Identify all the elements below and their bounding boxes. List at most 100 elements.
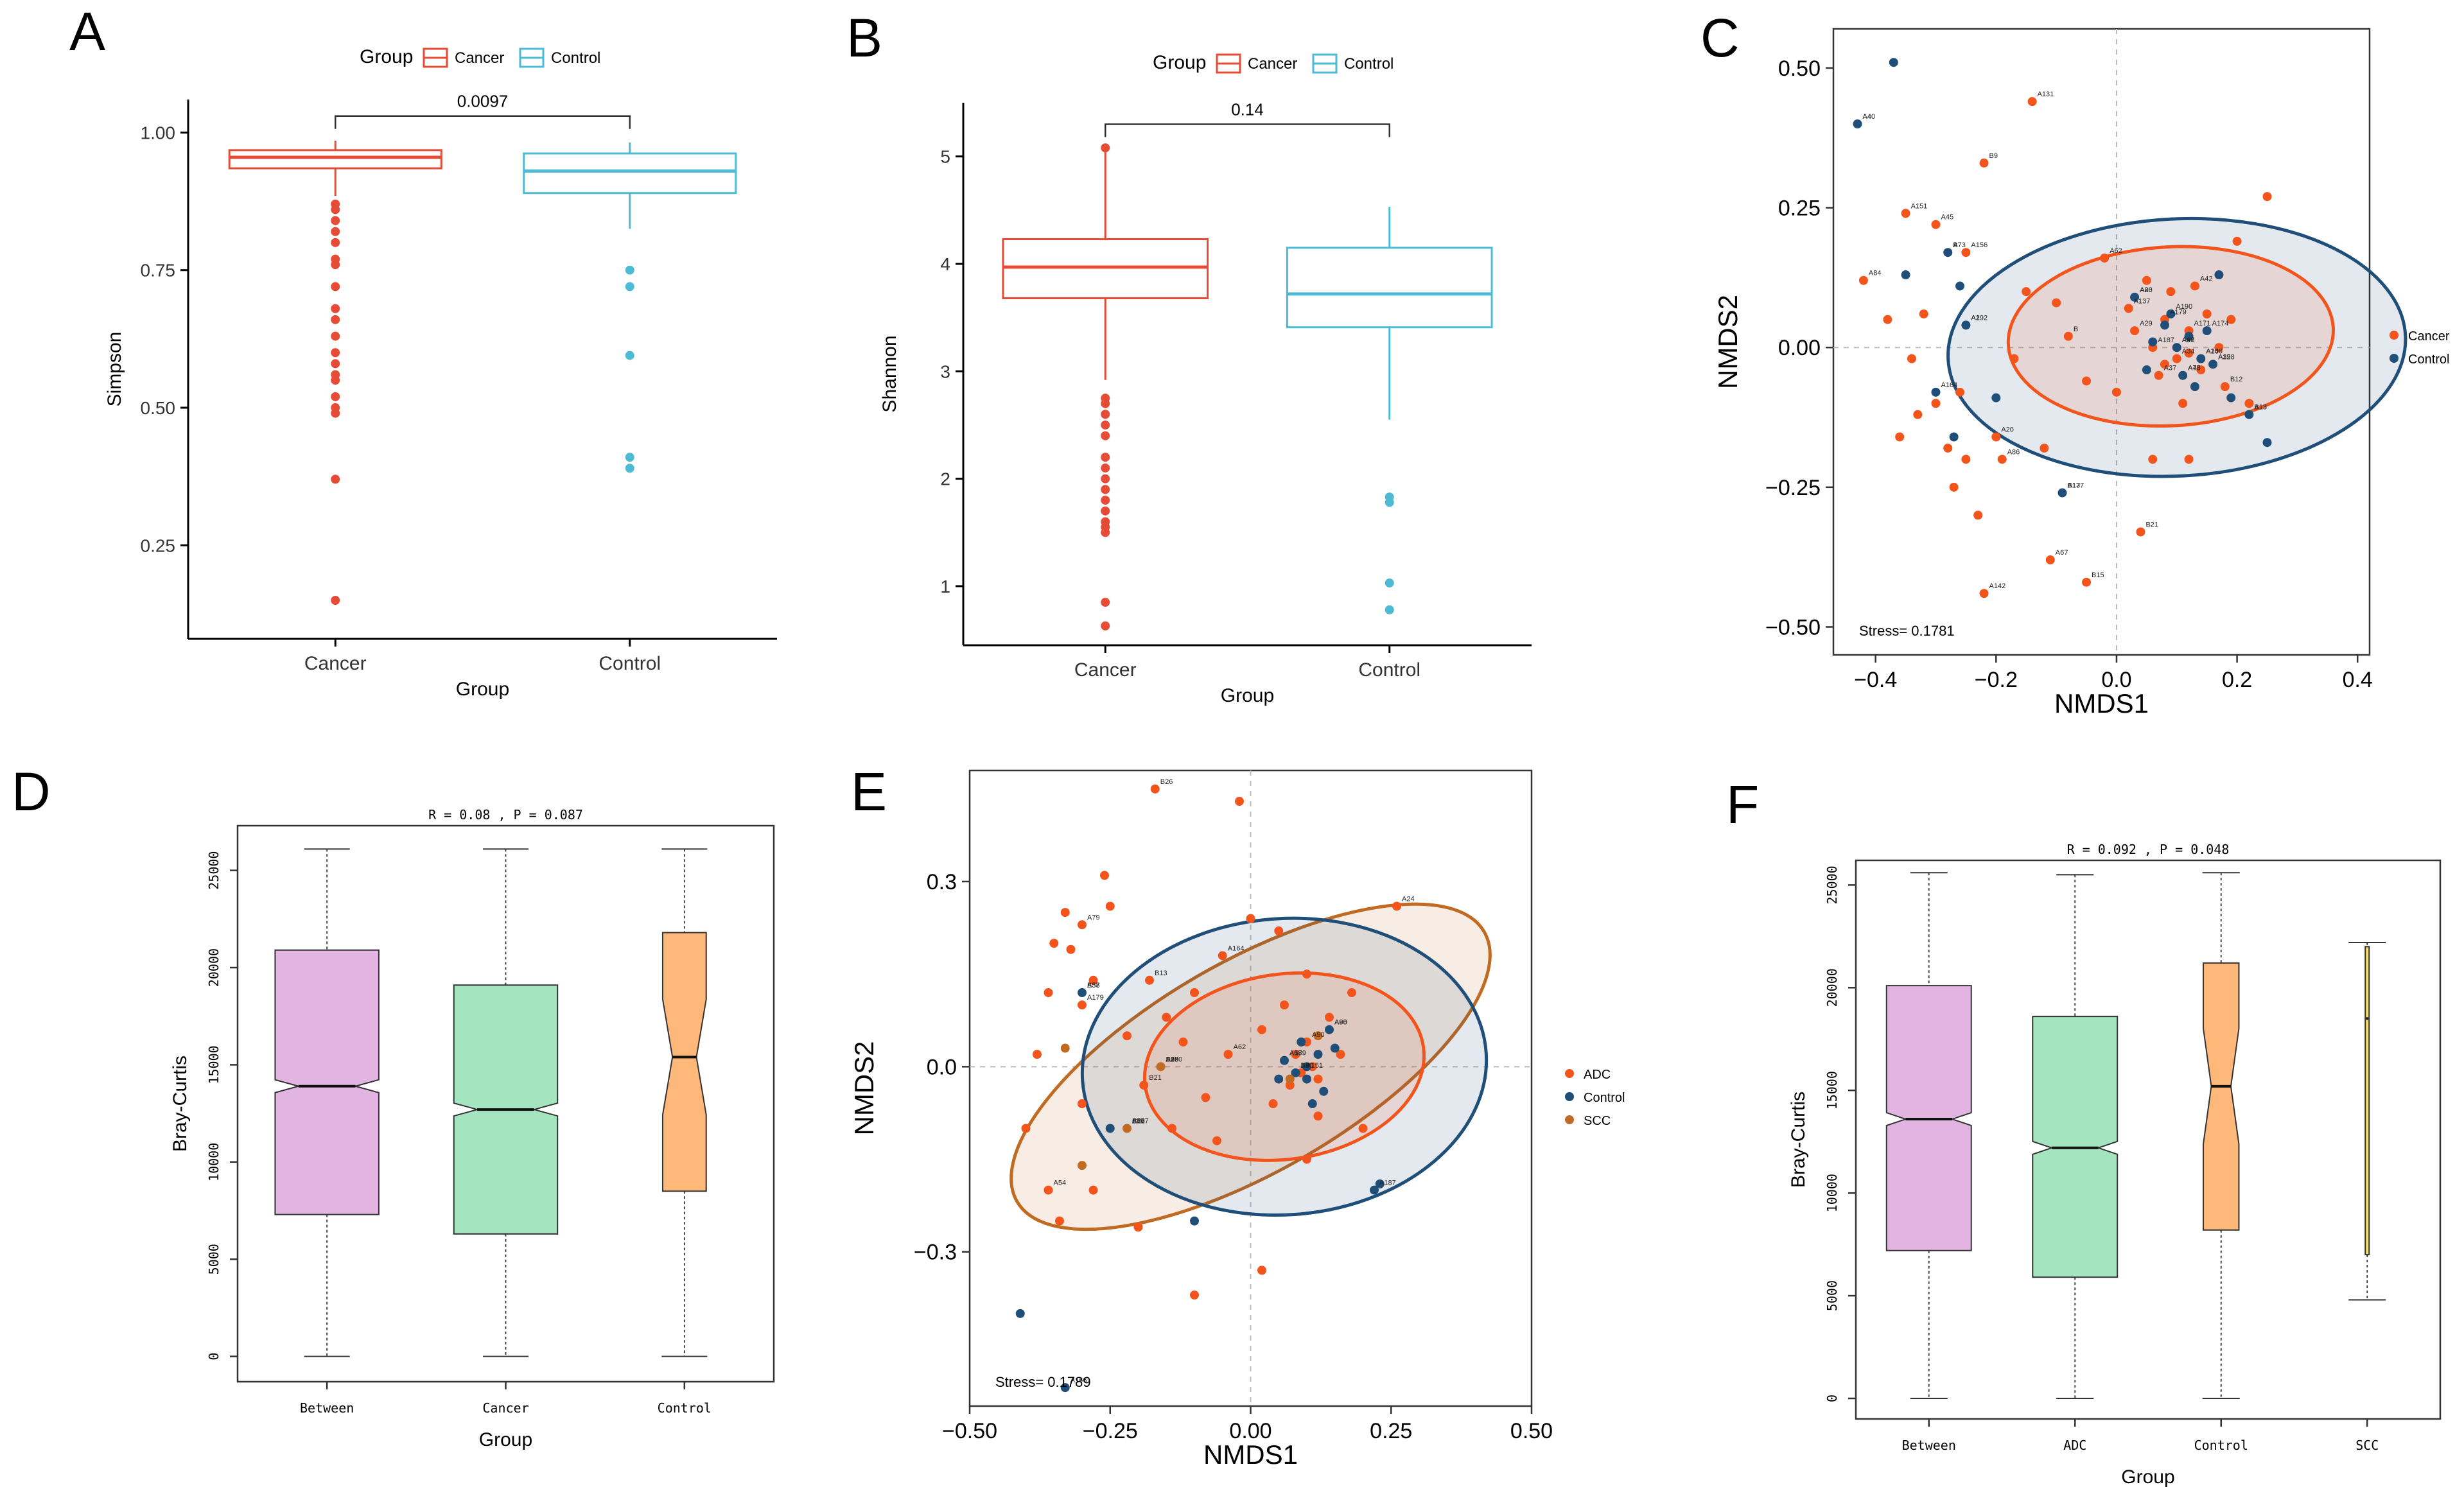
outlier-point	[625, 453, 634, 462]
outlier-point	[331, 238, 340, 247]
outlier-point	[331, 260, 340, 270]
point-label: A79	[1087, 914, 1100, 921]
point-label: A190	[2176, 303, 2192, 311]
point-cancer	[2142, 275, 2151, 285]
point-adc	[1044, 1185, 1053, 1195]
point-adc	[1167, 1124, 1176, 1133]
point-adc	[1123, 1031, 1132, 1041]
y-tick-label: 10000	[1824, 1174, 1840, 1212]
x-tick-label-control: Control	[2194, 1438, 2248, 1453]
y-tick-label: 1	[940, 577, 950, 596]
x-tick-label: −0.4	[1854, 668, 1897, 692]
x-axis-title: NMDS1	[2054, 688, 2149, 718]
x-axis-title: Group	[2121, 1466, 2174, 1487]
y-axis-title: Simpson	[104, 332, 125, 407]
point-cancer	[2154, 370, 2163, 380]
stress-annotation: Stress= 0.1781	[1859, 623, 1955, 639]
panel-letter-e: E	[851, 761, 887, 822]
outlier-point	[1101, 598, 1110, 607]
point-label: A160	[1166, 1056, 1183, 1063]
point-label: A42	[2200, 275, 2213, 283]
point-control	[1375, 1179, 1385, 1188]
legend-label-cancer: Cancer	[1248, 55, 1297, 73]
point-cancer	[1883, 315, 1892, 324]
y-tick-label: 25000	[206, 851, 222, 890]
point-control	[1370, 1185, 1379, 1195]
outlier-point	[625, 464, 634, 473]
point-control	[2196, 354, 2206, 363]
point-adc	[1078, 1000, 1087, 1010]
point-cancer	[2027, 97, 2037, 107]
point-label: A34	[2182, 348, 2195, 356]
point-label: A73	[1953, 241, 1966, 249]
x-tick-label: −0.2	[1975, 668, 2018, 692]
point-control	[1302, 1074, 1311, 1084]
box-cancer	[1002, 238, 1209, 300]
point-label: B13	[2068, 482, 2081, 490]
point-control	[2058, 488, 2067, 498]
point-label: B30	[1132, 1117, 1145, 1125]
point-adc	[1325, 1013, 1334, 1022]
outlier-point	[331, 596, 340, 605]
point-adc	[1066, 944, 1076, 954]
outlier-point	[625, 282, 634, 291]
point-label: A164	[1228, 944, 1245, 952]
point-scc	[1123, 1124, 1132, 1133]
point-cancer	[1931, 220, 1941, 229]
outlier-point	[1101, 496, 1110, 505]
point-control	[2244, 410, 2254, 419]
point-control	[1307, 1099, 1317, 1109]
x-tick-label-adc: ADC	[2063, 1438, 2086, 1453]
outlier-point	[331, 331, 340, 341]
point-control	[2160, 320, 2170, 330]
point-scc	[1285, 1074, 1295, 1084]
point-cancer	[2184, 455, 2194, 464]
x-tick-label: 0.50	[1510, 1419, 1553, 1443]
outlier-point	[1101, 143, 1110, 153]
point-cancer	[1895, 432, 1905, 442]
point-label: A151	[1306, 1062, 1323, 1070]
point-adc	[1268, 1099, 1278, 1109]
point-control	[1991, 393, 2001, 403]
outlier-point	[1101, 474, 1110, 483]
point-cancer	[2063, 331, 2073, 341]
point-scc	[1156, 1062, 1166, 1072]
y-axis-title: Shannon	[879, 335, 900, 412]
point-label: A24	[2206, 348, 2219, 356]
point-cancer	[1919, 309, 1928, 318]
point-cancer	[2172, 354, 2181, 363]
point-control	[1190, 1216, 1199, 1226]
point-control	[2142, 365, 2151, 375]
point-label: B28	[1166, 1056, 1179, 1063]
point-label: A189	[1289, 1050, 1306, 1057]
x-tick-label-cancer: Cancer	[304, 653, 367, 674]
outlier-point	[1385, 498, 1394, 507]
point-label: A67	[1289, 1050, 1302, 1057]
outlier-point	[331, 227, 340, 236]
y-tick-label: 0.50	[141, 398, 176, 418]
point-adc	[1078, 1099, 1087, 1109]
point-control	[2262, 438, 2272, 448]
point-scc	[1078, 1161, 1087, 1170]
point-control	[2184, 331, 2194, 341]
outlier-point	[1101, 528, 1110, 537]
outlier-point	[625, 265, 634, 275]
point-cancer	[2196, 365, 2206, 375]
y-tick-label: 0.75	[141, 261, 176, 281]
x-tick-label-cancer: Cancer	[482, 1400, 529, 1416]
point-label: A24	[1402, 895, 1415, 903]
x-tick-label: −0.50	[942, 1419, 997, 1443]
point-adc	[1055, 1216, 1064, 1226]
point-label: B15	[2092, 571, 2104, 579]
point-label: A174	[2212, 320, 2229, 327]
panel-letter-c: C	[1700, 8, 1740, 68]
point-cancer	[2022, 287, 2031, 297]
point-adc	[1313, 1074, 1323, 1084]
outlier-point	[331, 376, 340, 385]
point-adc	[1060, 908, 1070, 917]
point-control	[2226, 393, 2236, 403]
point-cancer	[1931, 399, 1941, 408]
box-control	[523, 152, 737, 195]
point-label: A98	[1334, 1019, 1347, 1027]
x-tick-label-control: Control	[599, 653, 661, 674]
